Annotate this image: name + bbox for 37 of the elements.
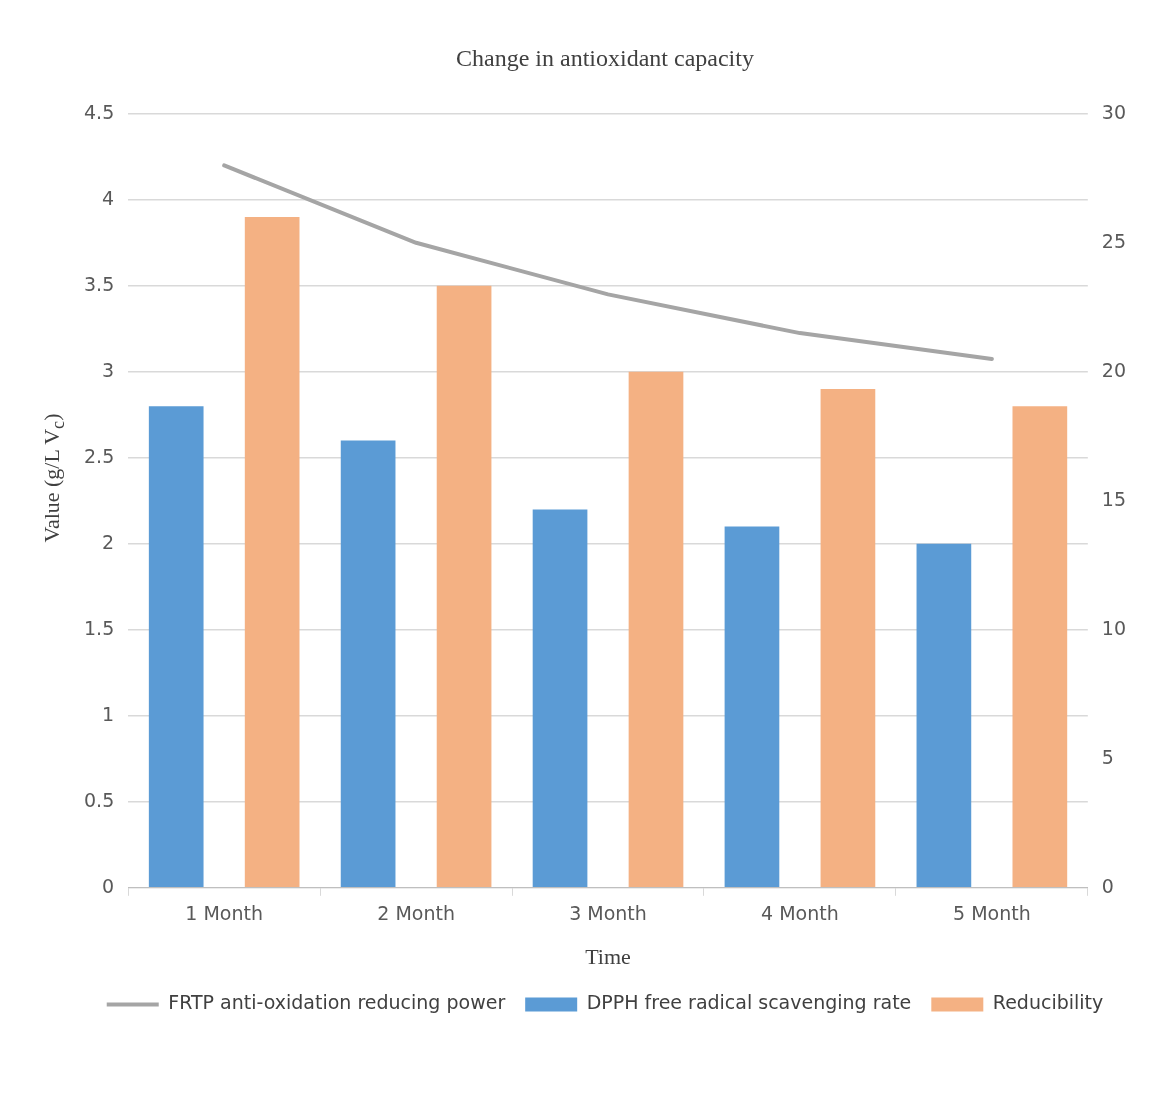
y-tick-label: 1.5 (84, 616, 115, 639)
y2-tick-label: 0 (1101, 874, 1114, 897)
y-tick-label: 4.5 (84, 100, 115, 123)
y-tick-label: 4 (102, 186, 115, 209)
bar (628, 371, 684, 888)
y2-tick-label: 15 (1101, 487, 1127, 510)
bar (148, 406, 204, 888)
y-tick-label: 0.5 (84, 788, 115, 811)
bar (820, 389, 876, 888)
bar (340, 440, 396, 888)
bar (916, 543, 972, 888)
chart-title: Change in antioxidant capacity (456, 44, 754, 71)
y-tick-label: 3.5 (84, 272, 115, 295)
bar (532, 509, 588, 888)
bar (436, 285, 492, 888)
x-tick-label: 5 Month (953, 902, 1031, 925)
y2-tick-label: 5 (1101, 745, 1114, 768)
bar (244, 217, 300, 888)
y2-tick-label: 20 (1101, 358, 1127, 381)
y-tick-label: 3 (102, 358, 115, 381)
y-tick-label: 0 (102, 874, 115, 897)
x-tick-label: 4 Month (761, 902, 839, 925)
bar (724, 526, 780, 888)
x-tick-label: 3 Month (569, 902, 647, 925)
legend-label: FRTP anti-oxidation reducing power (168, 991, 506, 1014)
bar (1012, 406, 1068, 888)
y2-tick-label: 25 (1101, 229, 1127, 252)
legend-label: Reducibility (992, 991, 1104, 1014)
x-axis-title: Time (585, 943, 631, 969)
legend-label: DPPH free radical scavenging rate (586, 991, 912, 1014)
x-tick-label: 2 Month (377, 902, 455, 925)
y-tick-label: 2.5 (84, 444, 115, 467)
y-tick-label: 1 (102, 702, 115, 725)
y2-tick-label: 10 (1101, 616, 1127, 639)
y2-tick-label: 30 (1101, 100, 1127, 123)
y-tick-label: 2 (102, 530, 115, 553)
x-tick-label: 1 Month (185, 902, 264, 925)
